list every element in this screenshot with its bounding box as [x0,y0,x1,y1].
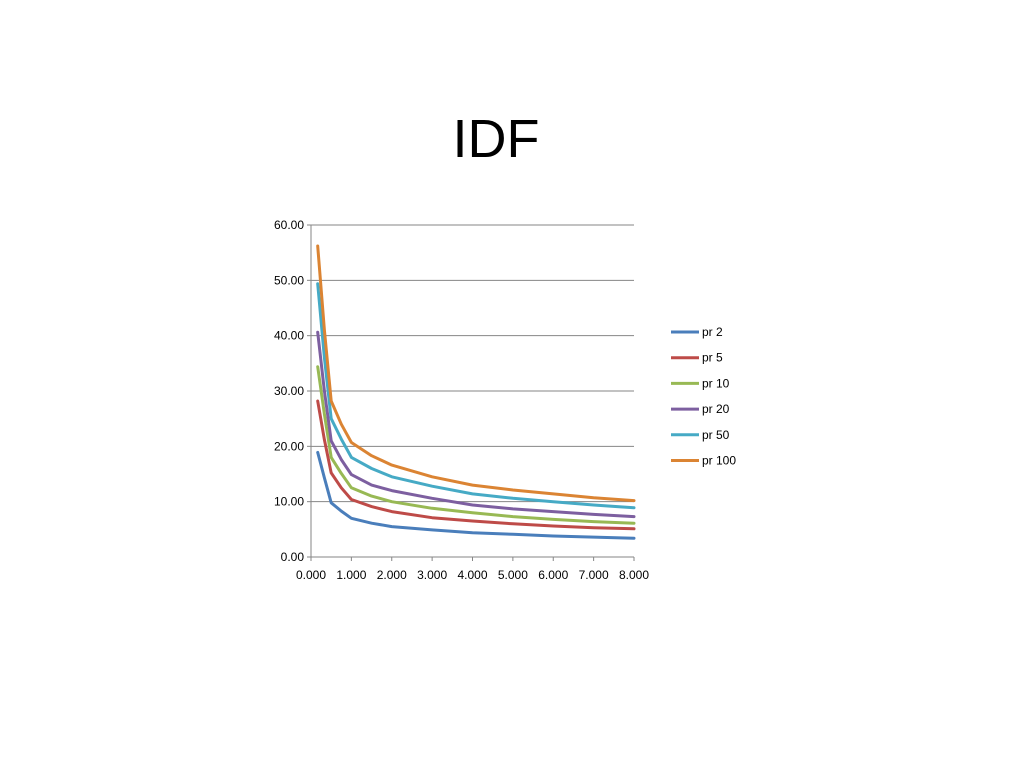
x-tick-label: 4.000 [457,568,487,582]
series-line-pr-20 [316,330,636,519]
legend-label: pr 10 [702,376,730,390]
x-tick-labels: 0.000 1.000 2.000 3.000 4.000 5.000 6.000 7.000… [296,568,649,582]
axes [307,224,635,561]
x-tick-label: 8.000 [619,568,649,582]
legend-label: pr 100 [702,454,736,468]
x-tick-label: 7.000 [579,568,609,582]
y-tick-label: 10.00 [274,495,304,509]
x-tick-label: 6.000 [538,568,568,582]
legend: pr 2 pr 5 pr 10 pr 20 pr 50 pr 100 [671,325,736,468]
series-line-pr-50 [316,282,636,510]
x-tick-label: 5.000 [498,568,528,582]
y-tick-label: 0.00 [281,550,305,564]
y-tick-label: 40.00 [274,329,304,343]
x-tick-label: 0.000 [296,568,326,582]
gridlines [311,224,634,503]
x-tick-label: 3.000 [417,568,447,582]
legend-label: pr 50 [702,428,730,442]
y-tick-label: 50.00 [274,273,304,287]
slide-title: IDF [452,109,540,169]
series-lines [316,244,636,540]
legend-label: pr 20 [702,402,730,416]
series-line-pr-100 [316,244,636,503]
series-line-pr-10 [316,365,636,525]
x-tick-label: 1.000 [336,568,366,582]
y-tick-label: 20.00 [274,439,304,453]
series-line-pr-5 [316,399,636,531]
y-tick-label: 30.00 [274,384,304,398]
y-tick-label: 60.00 [274,218,304,232]
legend-label: pr 5 [702,351,723,365]
y-tick-labels: 0.00 10.00 20.00 30.00 40.00 50.00 60.00 [274,218,304,564]
legend-label: pr 2 [702,325,723,339]
x-tick-label: 2.000 [377,568,407,582]
series-line-pr-2 [316,450,636,540]
